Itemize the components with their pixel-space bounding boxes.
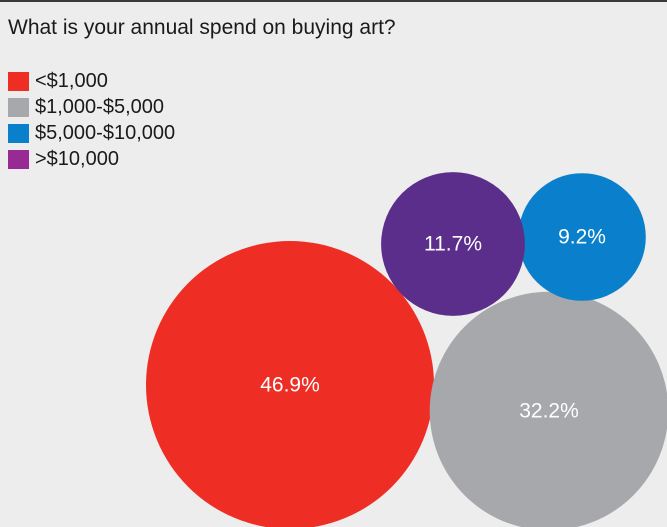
bubble-5000-10000 xyxy=(518,173,646,301)
top-rule xyxy=(0,0,667,2)
legend-item-5000-10000: $5,000-$10,000 xyxy=(8,120,175,146)
legend-swatch-1000-5000 xyxy=(8,97,29,117)
bubble-label-5000-10000: 9.2% xyxy=(558,226,606,249)
legend-item-over-10000: >$10,000 xyxy=(8,146,175,172)
bubble-under-1000 xyxy=(146,241,434,527)
chart-title: What is your annual spend on buying art? xyxy=(8,16,396,39)
legend-label-1000-5000: $1,000-$5,000 xyxy=(35,95,165,118)
bubble-label-over-10000: 11.7% xyxy=(424,233,482,256)
bubble-label-under-1000: 46.9% xyxy=(260,374,320,397)
bubble-over-10000 xyxy=(381,172,525,316)
bubble-label-1000-5000: 32.2% xyxy=(519,400,579,423)
legend-swatch-5000-10000 xyxy=(8,123,29,143)
bubble-1000-5000 xyxy=(429,291,667,527)
legend-item-under-1000: <$1,000 xyxy=(8,68,175,94)
legend-item-1000-5000: $1,000-$5,000 xyxy=(8,94,175,120)
legend-label-5000-10000: $5,000-$10,000 xyxy=(35,121,176,144)
legend-swatch-under-1000 xyxy=(8,71,29,91)
legend-label-under-1000: <$1,000 xyxy=(35,69,108,92)
legend: <$1,000 $1,000-$5,000 $5,000-$10,000 >$1… xyxy=(8,68,175,172)
legend-label-over-10000: >$10,000 xyxy=(35,147,119,170)
legend-swatch-over-10000 xyxy=(8,149,29,169)
